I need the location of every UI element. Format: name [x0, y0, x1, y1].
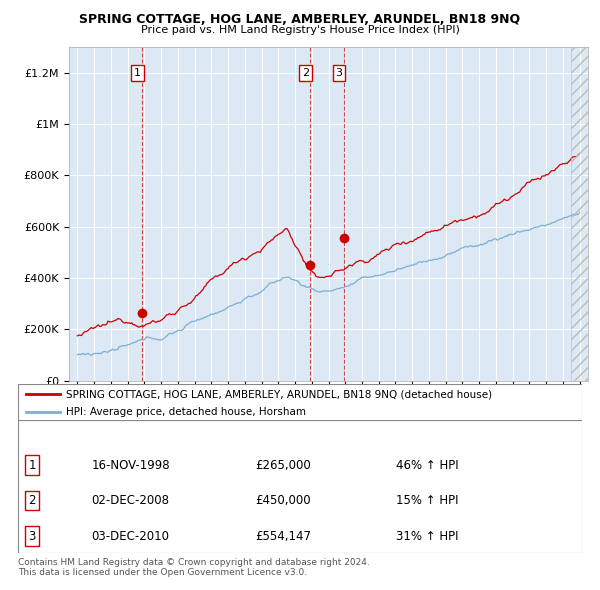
Text: 2: 2: [28, 494, 36, 507]
Text: £450,000: £450,000: [255, 494, 311, 507]
Text: SPRING COTTAGE, HOG LANE, AMBERLEY, ARUNDEL, BN18 9NQ (detached house): SPRING COTTAGE, HOG LANE, AMBERLEY, ARUN…: [66, 389, 492, 399]
Text: Contains HM Land Registry data © Crown copyright and database right 2024.
This d: Contains HM Land Registry data © Crown c…: [18, 558, 370, 577]
Text: HPI: Average price, detached house, Horsham: HPI: Average price, detached house, Hors…: [66, 407, 306, 417]
Text: 46% ↑ HPI: 46% ↑ HPI: [396, 458, 458, 472]
Text: 2: 2: [302, 68, 309, 78]
Text: 3: 3: [335, 68, 343, 78]
Text: 31% ↑ HPI: 31% ↑ HPI: [396, 529, 458, 543]
Text: 1: 1: [28, 458, 36, 472]
Text: £265,000: £265,000: [255, 458, 311, 472]
Text: 15% ↑ HPI: 15% ↑ HPI: [396, 494, 458, 507]
Text: 3: 3: [28, 529, 36, 543]
Text: 02-DEC-2008: 02-DEC-2008: [91, 494, 169, 507]
Text: 1: 1: [134, 68, 141, 78]
Text: SPRING COTTAGE, HOG LANE, AMBERLEY, ARUNDEL, BN18 9NQ: SPRING COTTAGE, HOG LANE, AMBERLEY, ARUN…: [79, 13, 521, 26]
Text: £554,147: £554,147: [255, 529, 311, 543]
Text: 03-DEC-2010: 03-DEC-2010: [91, 529, 169, 543]
FancyBboxPatch shape: [18, 384, 582, 422]
Text: 16-NOV-1998: 16-NOV-1998: [91, 458, 170, 472]
Text: Price paid vs. HM Land Registry's House Price Index (HPI): Price paid vs. HM Land Registry's House …: [140, 25, 460, 35]
